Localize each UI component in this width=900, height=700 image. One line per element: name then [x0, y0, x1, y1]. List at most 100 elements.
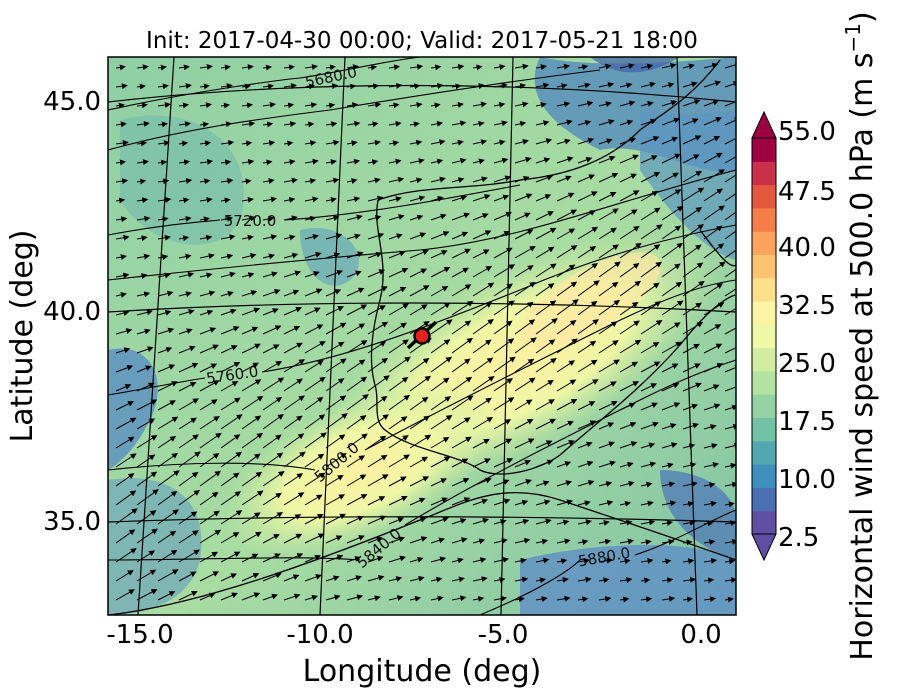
wind-arrow — [304, 178, 317, 184]
wind-arrow — [367, 575, 385, 582]
wind-arrow — [472, 576, 488, 583]
contour-label-5720: 5720.0 — [224, 212, 277, 230]
wind-arrow — [661, 153, 681, 164]
wind-arrow — [535, 64, 547, 71]
wind-arrow — [220, 64, 231, 71]
wind-arrow — [451, 195, 468, 202]
wind-arrow — [262, 64, 272, 71]
wind-arrow — [367, 357, 389, 373]
wind-arrow — [703, 62, 719, 69]
wind-arrow — [556, 577, 569, 583]
wind-arrow — [514, 358, 535, 373]
wind-arrow — [220, 414, 243, 430]
wind-arrow — [304, 414, 326, 430]
wind-arrow — [304, 554, 321, 563]
wind-arrow — [661, 242, 684, 259]
wind-arrow — [136, 434, 158, 449]
wind-arrow — [472, 517, 489, 525]
wind-arrow — [115, 453, 137, 468]
wind-arrow — [115, 364, 134, 373]
wind-arrow — [514, 83, 527, 89]
wind-arrow — [157, 364, 176, 373]
wind-arrow — [703, 577, 715, 584]
wind-arrow — [346, 251, 364, 259]
wind-arrow — [220, 83, 233, 90]
wind-arrow — [640, 341, 660, 354]
wind-arrow — [535, 227, 557, 240]
wind-arrow — [514, 138, 529, 145]
y-tick-label: 35.0 — [43, 507, 101, 537]
wind-arrow — [430, 415, 453, 430]
wind-arrow — [430, 319, 453, 335]
wind-arrow — [409, 375, 432, 392]
wind-arrow — [598, 227, 617, 240]
wind-arrow — [136, 121, 150, 127]
wind-arrow — [304, 594, 319, 601]
colorbar-band — [752, 324, 776, 349]
wind-arrow — [283, 270, 302, 278]
wind-arrow — [661, 577, 674, 584]
wind-arrow — [367, 83, 380, 90]
wind-arrow — [241, 326, 259, 335]
wind-arrow — [598, 63, 612, 70]
wind-arrow — [724, 192, 736, 202]
colorbar-tick-label: 47.5 — [778, 177, 836, 207]
wind-arrow — [178, 215, 192, 222]
wind-arrow — [514, 120, 527, 127]
wind-arrow — [514, 419, 534, 430]
wind-arrow — [346, 120, 361, 127]
wind-arrow — [325, 252, 341, 259]
wind-arrow — [472, 557, 487, 564]
wind-arrow — [325, 269, 344, 278]
wind-arrow — [241, 252, 257, 259]
wind-arrow — [157, 530, 177, 544]
wind-arrow — [535, 577, 546, 584]
wind-arrow — [577, 576, 592, 583]
wind-arrow — [577, 174, 596, 183]
wind-arrow — [325, 121, 338, 128]
wind-arrow — [115, 569, 134, 582]
wind-arrow — [115, 417, 137, 430]
map-title: Init: 2017-04-30 00:00; Valid: 2017-05-2… — [146, 28, 698, 54]
wind-arrow — [136, 83, 146, 90]
wind-arrow — [577, 441, 593, 449]
wind-arrow — [409, 434, 432, 449]
wind-arrow — [199, 102, 212, 109]
wind-arrow — [493, 538, 508, 544]
wind-arrow — [472, 158, 485, 165]
wind-arrow — [514, 537, 531, 544]
wind-arrow — [157, 272, 171, 279]
wind-arrow — [115, 473, 135, 487]
wind-arrow — [619, 461, 634, 468]
wind-arrow — [220, 573, 238, 582]
wind-arrow — [409, 121, 420, 128]
wind-arrow — [220, 326, 240, 335]
wind-arrow — [304, 396, 324, 411]
wind-arrow — [577, 280, 600, 297]
wind-arrow — [241, 395, 264, 411]
wind-arrow — [451, 83, 462, 90]
wind-arrow — [472, 416, 494, 430]
wind-arrow — [514, 319, 536, 335]
wind-arrow — [115, 291, 127, 298]
colorbar-band — [752, 254, 776, 279]
wind-arrow — [115, 347, 131, 354]
wind-arrow — [619, 558, 631, 565]
wind-arrow — [556, 101, 571, 108]
wind-arrow — [430, 213, 447, 221]
wind-arrow — [220, 215, 234, 222]
wind-arrow — [388, 576, 403, 582]
wind-arrow — [451, 376, 473, 392]
wind-arrow — [430, 537, 446, 544]
wind-arrow — [514, 229, 534, 240]
wind-arrow — [241, 592, 261, 601]
wind-arrow — [325, 102, 336, 109]
wind-arrow — [430, 356, 453, 373]
wind-arrow — [262, 140, 276, 147]
colorbar-band — [752, 464, 776, 488]
wind-arrow — [556, 156, 574, 164]
colorbar-tick-label: 10.0 — [778, 465, 836, 495]
wind-arrow — [661, 82, 675, 89]
wind-arrow — [283, 593, 301, 601]
